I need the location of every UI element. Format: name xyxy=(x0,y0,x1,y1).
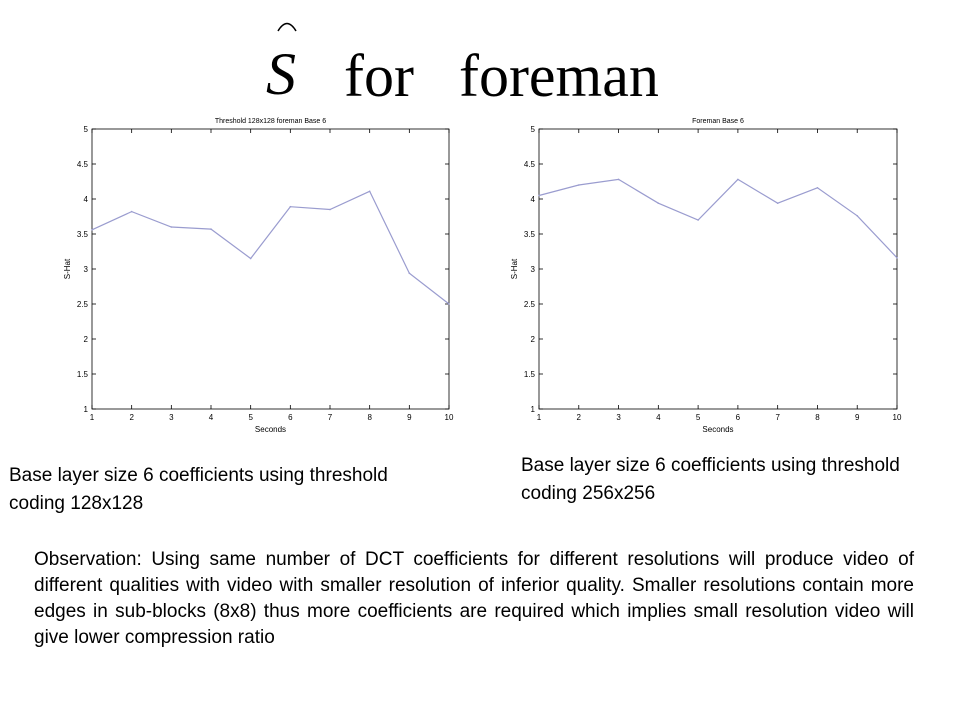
chart-0-point-3 xyxy=(210,228,212,230)
chart-threshold-128: Threshold 128x128 foreman Base 6 1 1.5 2 2.5… xyxy=(60,108,460,440)
chart-foreman-256: Foreman Base 6 1 1.5 2 2.5 3 3.5 4 4.5 5 1 2 3 4 5 6 7 8 9… xyxy=(500,108,910,440)
chart-0-point-1 xyxy=(130,210,133,213)
chart-0-point-2 xyxy=(170,226,173,228)
chart-1-xtick-label-0: 1 xyxy=(537,413,542,422)
chart-right-svg: Foreman Base 6 1 1.5 2 2.5 3 3.5 4 4.5 5 1 2 3 4 5 6 7 8 9… xyxy=(510,118,902,434)
chart-1-xtick-label-1: 2 xyxy=(577,413,582,422)
chart-1-ylabel: S-Hat xyxy=(510,258,519,279)
chart-0-ytick-label-7: 4.5 xyxy=(77,160,89,169)
observation-text: Observation: Using same number of DCT co… xyxy=(34,549,914,648)
chart-0-ytick-label-8: 5 xyxy=(84,125,89,134)
chart-1-ytick-label-7: 4.5 xyxy=(524,160,536,169)
chart-0-ylabel: S-Hat xyxy=(63,258,72,279)
chart-0-xtick-label-8: 9 xyxy=(407,413,412,422)
chart-1-xtick-label-9: 10 xyxy=(893,413,902,422)
chart-0-ytick-label-1: 1.5 xyxy=(77,370,89,379)
chart-0-xtick-label-5: 6 xyxy=(288,413,293,422)
chart-0-xtick-label-2: 3 xyxy=(169,413,174,422)
chart-left-svg: Threshold 128x128 foreman Base 6 1 1.5 2 2.5… xyxy=(63,118,454,434)
chart-1-point-9 xyxy=(896,257,898,259)
chart-0-xtick-label-4: 5 xyxy=(248,413,253,422)
chart-1-point-3 xyxy=(657,202,660,204)
chart-0-ytick-label-5: 3.5 xyxy=(77,230,89,239)
chart-1-xtick-label-3: 4 xyxy=(656,413,661,422)
chart-1-point-2 xyxy=(617,178,620,181)
chart-1-point-7 xyxy=(816,187,819,189)
chart-0-point-6 xyxy=(329,208,331,211)
chart-0-xtick-label-9: 10 xyxy=(445,413,454,422)
chart-1-ytick-label-2: 2 xyxy=(531,335,536,344)
chart-0-xlabel: Seconds xyxy=(255,425,286,434)
chart-1-xtick-label-2: 3 xyxy=(616,413,621,422)
chart-1-frame xyxy=(538,128,898,410)
chart-0-point-0 xyxy=(91,229,93,231)
chart-0-ytick-label-0: 1 xyxy=(84,405,89,414)
chart-1-series-line-0 xyxy=(538,178,898,259)
chart-0-point-7 xyxy=(368,190,371,193)
chart-1-ytick-label-4: 3 xyxy=(531,265,536,274)
chart-0-point-4 xyxy=(249,257,252,260)
chart-0-series-line-0 xyxy=(91,190,450,305)
chart-1-xlabel: Seconds xyxy=(702,425,733,434)
caption-right: Base layer size 6 coefficients using thr… xyxy=(521,455,900,504)
chart-0-title: Threshold 128x128 foreman Base 6 xyxy=(215,118,326,125)
chart-1-point-6 xyxy=(776,202,779,204)
chart-0-xtick-label-0: 1 xyxy=(90,413,95,422)
chart-1-xtick-label-4: 5 xyxy=(696,413,701,422)
hat-accent-icon xyxy=(277,22,297,32)
chart-0-point-9 xyxy=(448,303,450,305)
chart-0-xtick-label-7: 8 xyxy=(367,413,372,422)
chart-1-xtick-label-7: 8 xyxy=(815,413,820,422)
chart-0-ytick-label-6: 4 xyxy=(84,195,89,204)
chart-1-ytick-label-5: 3.5 xyxy=(524,230,536,239)
chart-1-ytick-label-3: 2.5 xyxy=(524,300,536,309)
chart-1-xtick-label-6: 7 xyxy=(775,413,780,422)
chart-1-title: Foreman Base 6 xyxy=(692,118,744,125)
chart-0-point-5 xyxy=(289,205,292,208)
chart-1-xtick-label-5: 6 xyxy=(736,413,741,422)
chart-0-xtick-label-1: 2 xyxy=(129,413,134,422)
chart-1-point-4 xyxy=(697,219,699,221)
chart-0-ytick-label-4: 3 xyxy=(84,265,89,274)
chart-1-ytick-label-0: 1 xyxy=(531,405,536,414)
chart-1-ytick-label-6: 4 xyxy=(531,195,536,204)
caption-left: Base layer size 6 coefficients using thr… xyxy=(9,465,388,514)
title-text: for foreman xyxy=(344,43,659,109)
chart-1-ytick-label-1: 1.5 xyxy=(524,370,536,379)
chart-1-point-5 xyxy=(737,178,739,181)
chart-1-point-1 xyxy=(577,184,580,186)
chart-1-xtick-label-8: 9 xyxy=(855,413,860,422)
title-symbol: S xyxy=(266,41,296,107)
chart-0-point-8 xyxy=(408,272,411,274)
chart-0-frame xyxy=(91,128,450,410)
chart-0-xtick-label-3: 4 xyxy=(209,413,214,422)
chart-0-ytick-label-2: 2 xyxy=(84,335,89,344)
slide-title: S for foreman xyxy=(0,14,960,108)
chart-1-point-8 xyxy=(856,215,859,217)
chart-1-ytick-label-8: 5 xyxy=(531,125,536,134)
chart-0-xtick-label-6: 7 xyxy=(328,413,333,422)
chart-0-ytick-label-3: 2.5 xyxy=(77,300,89,309)
chart-1-point-0 xyxy=(538,194,540,197)
